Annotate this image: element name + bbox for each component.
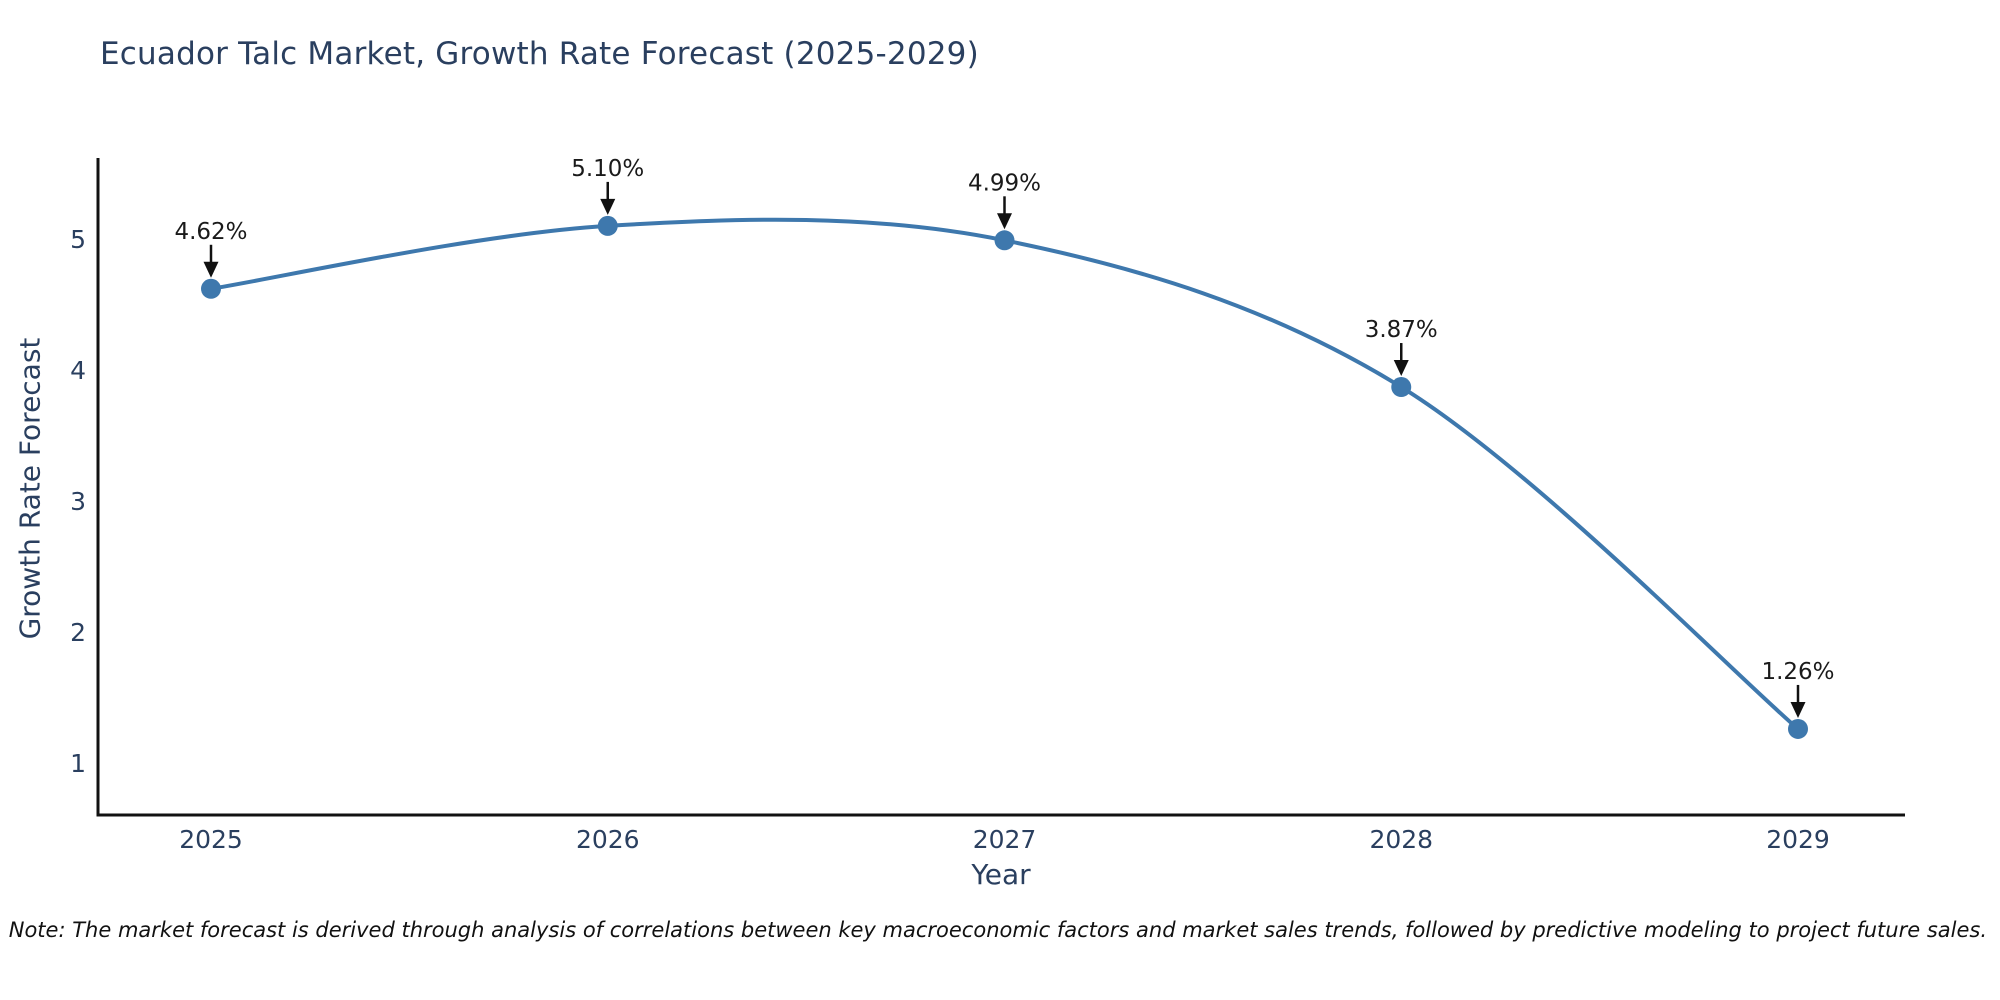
annotation-arrowhead <box>1393 360 1409 377</box>
x-tick-label: 2025 <box>179 825 243 854</box>
x-tick-label: 2029 <box>1766 825 1830 854</box>
data-point-marker <box>994 230 1015 251</box>
data-label: 1.26% <box>1761 659 1834 685</box>
data-point-marker <box>597 215 618 236</box>
data-label: 4.99% <box>968 170 1041 196</box>
y-tick-label: 4 <box>70 356 86 385</box>
y-tick-label: 2 <box>70 618 86 647</box>
series-line <box>210 217 1800 731</box>
data-point-marker <box>1391 377 1412 398</box>
data-label: 5.10% <box>571 156 644 182</box>
annotation-arrowhead <box>1790 701 1806 718</box>
data-label: 3.87% <box>1365 317 1438 343</box>
y-tick-label: 3 <box>70 487 86 516</box>
annotation-arrowhead <box>997 213 1012 230</box>
y-tick-label: 1 <box>70 749 86 778</box>
footnote: Note: The market forecast is derived thr… <box>8 918 1987 942</box>
data-point-marker <box>201 278 221 299</box>
x-tick-label: 2028 <box>1369 825 1433 854</box>
x-axis-title: Year <box>971 858 1031 891</box>
x-tick-label: 2027 <box>973 825 1037 854</box>
chart-title: Ecuador Talc Market, Growth Rate Forecas… <box>100 36 979 72</box>
y-tick-label: 5 <box>70 225 86 254</box>
x-tick-label: 2026 <box>576 825 640 854</box>
y-axis-title: Growth Rate Forecast <box>13 337 47 640</box>
data-point-marker <box>1788 718 1808 739</box>
annotation-arrowhead <box>203 261 219 278</box>
annotation-arrowhead <box>600 198 616 215</box>
data-label: 4.62% <box>174 219 247 245</box>
